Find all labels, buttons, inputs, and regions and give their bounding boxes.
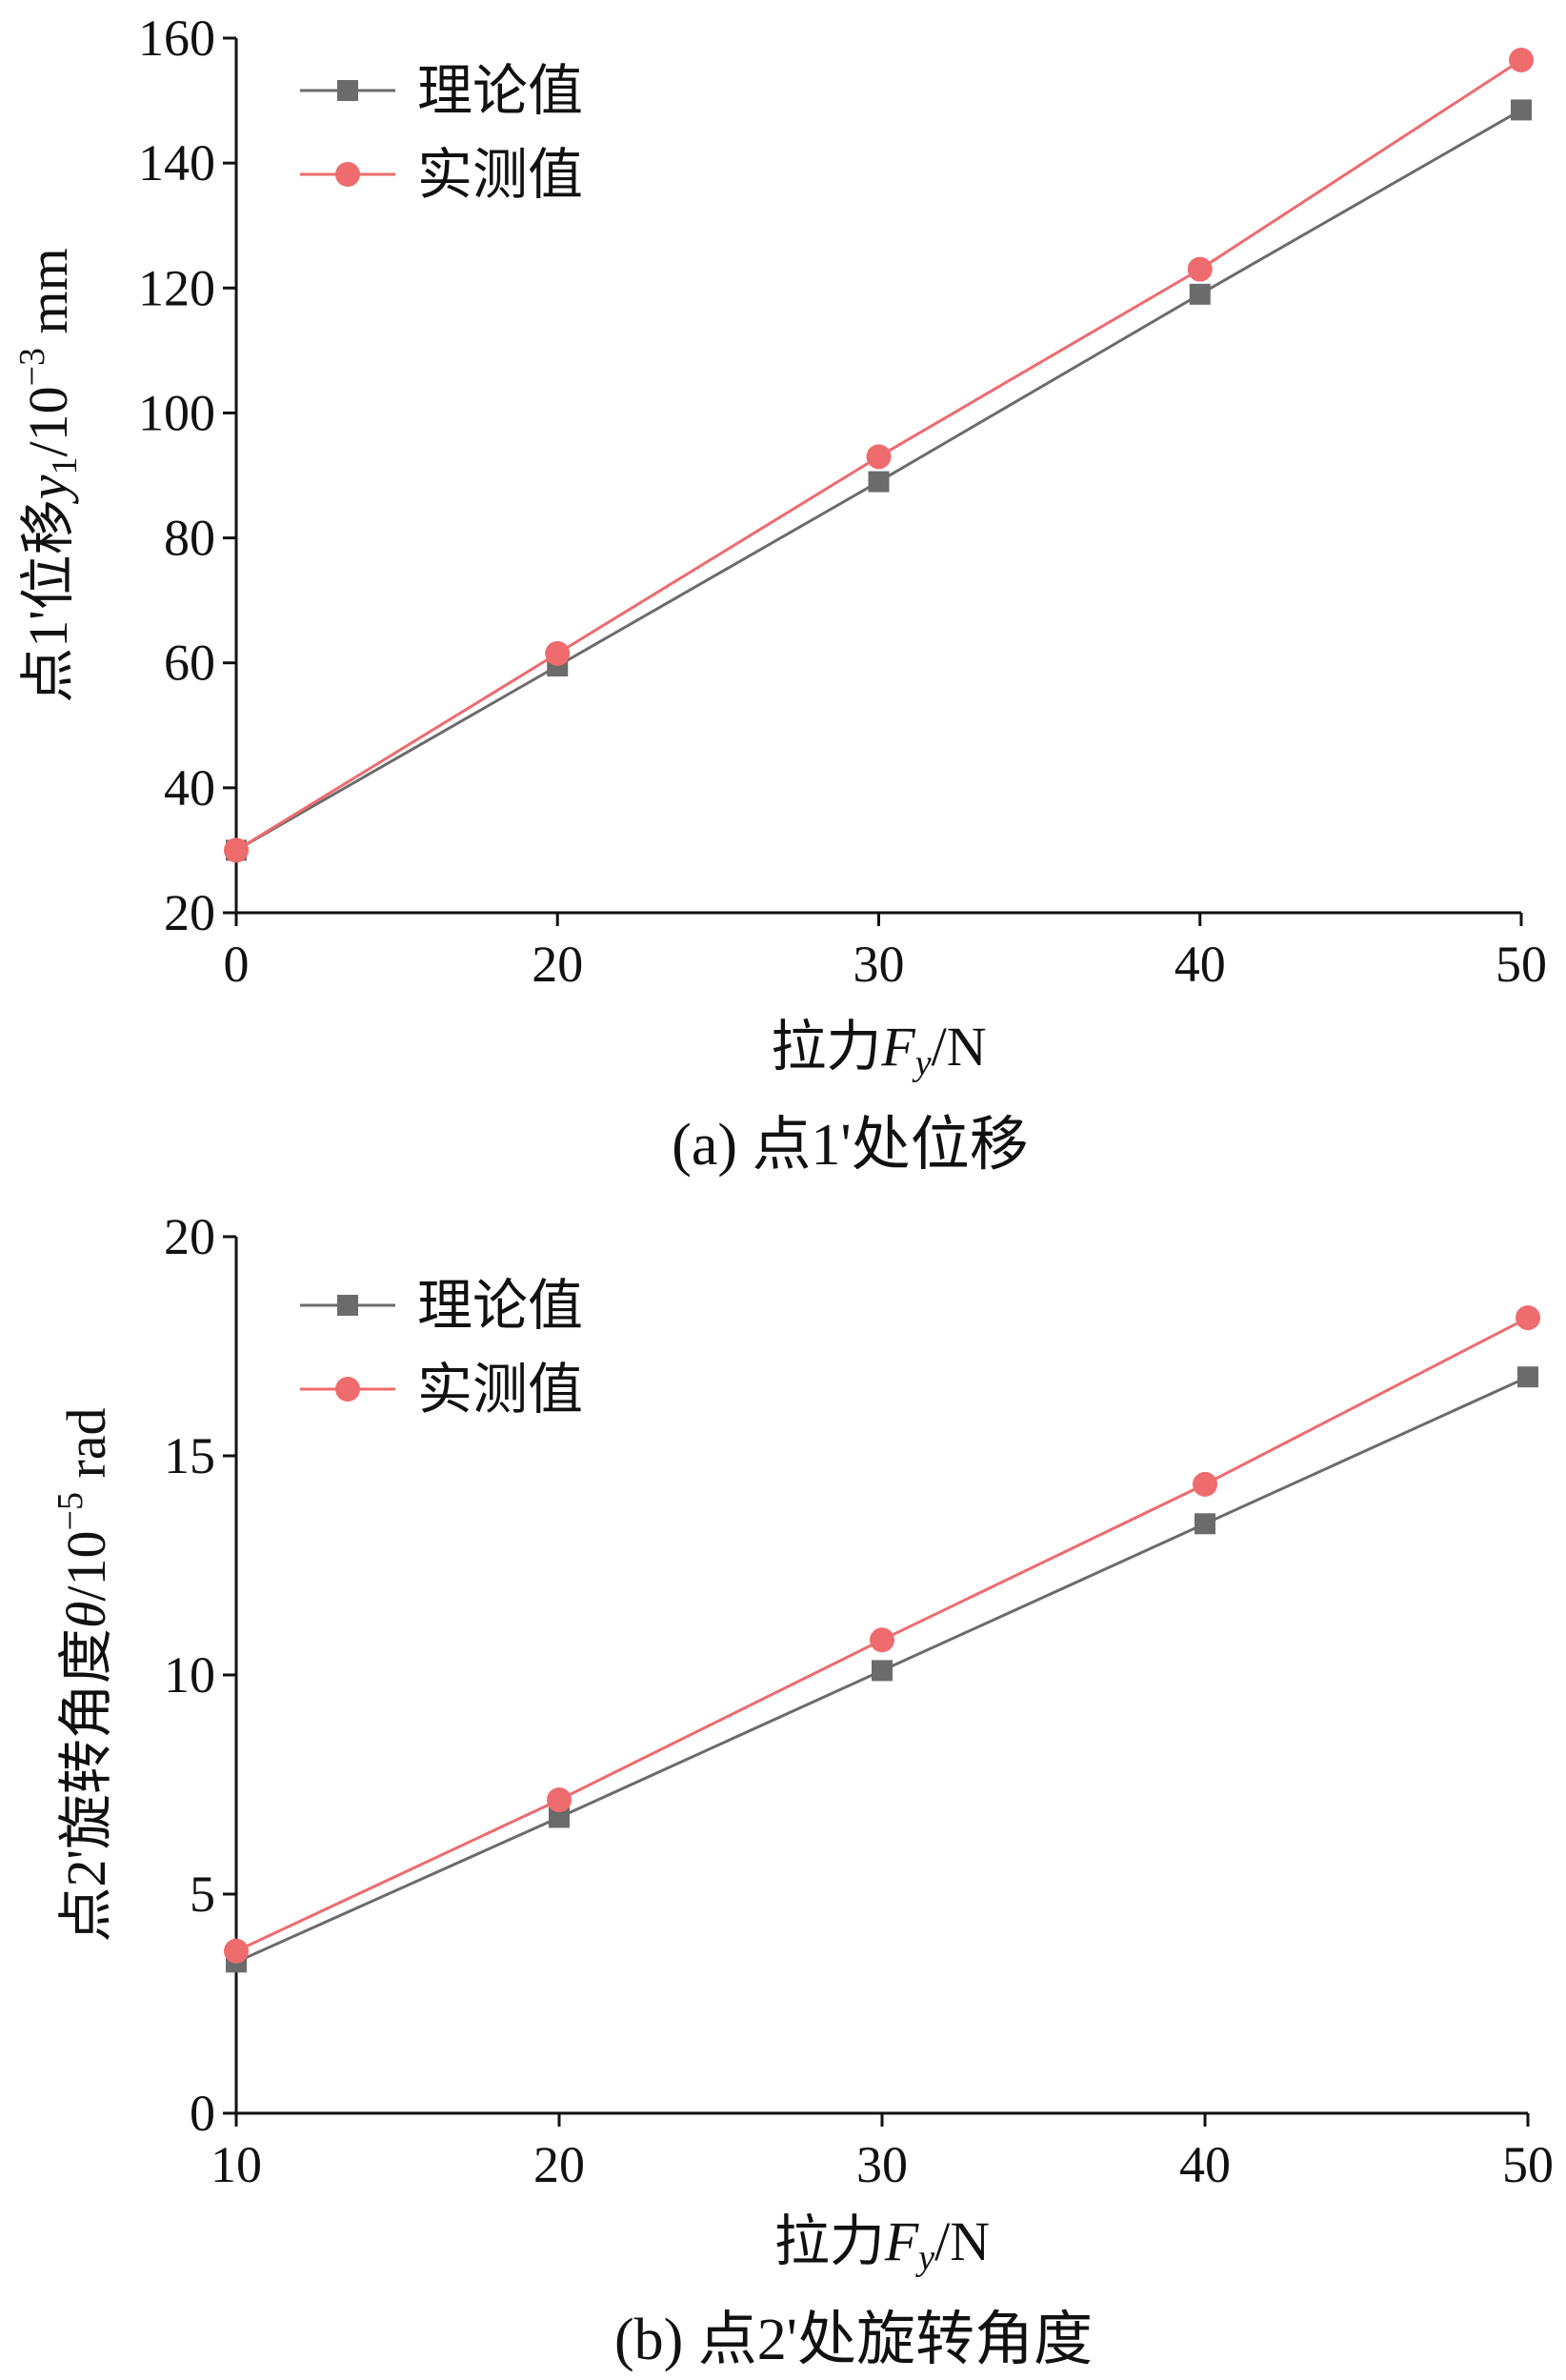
y-tick-label: 5 xyxy=(190,1866,215,1923)
y-axis-title: 点2'旋转角度θ/10−5 rad xyxy=(50,1407,117,1942)
y-tick-label: 160 xyxy=(138,10,215,67)
y-tick-label: 60 xyxy=(164,635,215,692)
legend-marker-square xyxy=(337,1295,358,1316)
x-tick-label: 20 xyxy=(533,2136,585,2193)
data-point-circle xyxy=(1509,47,1534,72)
data-point-circle xyxy=(545,640,571,666)
data-point-square xyxy=(549,1806,570,1828)
y-tick-label: 80 xyxy=(164,510,215,567)
data-point-circle xyxy=(224,1938,249,1964)
y-tick-label: 0 xyxy=(190,2085,215,2142)
y-tick-label: 100 xyxy=(138,384,215,441)
y-tick-label: 140 xyxy=(138,134,215,192)
data-point-circle xyxy=(547,1787,572,1813)
legend-label: 实测值 xyxy=(417,144,583,206)
legend-label: 实测值 xyxy=(417,1359,583,1421)
data-point-square xyxy=(1511,99,1532,121)
x-tick-label: 30 xyxy=(856,2136,908,2193)
x-tick-label: 0 xyxy=(224,936,250,993)
chart-caption: (a) 点1'处位移 xyxy=(672,1113,1028,1178)
x-axis-title: 拉力Fy/N xyxy=(774,2210,990,2278)
x-tick-label: 50 xyxy=(1496,936,1547,993)
x-tick-label: 30 xyxy=(853,936,905,993)
y-tick-label: 40 xyxy=(164,759,215,817)
data-point-circle xyxy=(1193,1471,1217,1497)
data-point-circle xyxy=(870,1627,894,1653)
data-point-circle xyxy=(1516,1305,1540,1331)
legend-label: 理论值 xyxy=(417,1275,583,1337)
x-axis-title: 拉力Fy/N xyxy=(771,1016,986,1083)
y-tick-label: 20 xyxy=(164,884,215,941)
y-tick-label: 20 xyxy=(164,1208,215,1265)
data-point-square xyxy=(872,1660,893,1682)
x-tick-label: 50 xyxy=(1502,2136,1554,2193)
data-point-square xyxy=(1517,1366,1538,1388)
x-tick-label: 40 xyxy=(1179,2136,1231,2193)
chart-caption: (b) 点2'处旋转角度 xyxy=(614,2308,1093,2372)
legend-marker-circle xyxy=(335,1377,360,1402)
data-point-circle xyxy=(224,837,249,863)
data-point-circle xyxy=(1187,256,1213,282)
y-tick-label: 120 xyxy=(138,259,215,316)
x-tick-label: 40 xyxy=(1174,936,1226,993)
data-point-circle xyxy=(866,444,892,470)
data-point-square xyxy=(1189,283,1211,305)
data-point-square xyxy=(1195,1513,1215,1535)
x-tick-label: 20 xyxy=(532,936,583,993)
y-axis-title: 点1'位移y1/10−3 mm xyxy=(12,248,85,703)
y-tick-label: 10 xyxy=(164,1646,215,1704)
legend-marker-circle xyxy=(335,162,360,187)
x-tick-label: 10 xyxy=(211,2136,262,2193)
data-point-square xyxy=(868,471,890,493)
legend-marker-square xyxy=(337,80,358,101)
y-tick-label: 15 xyxy=(164,1427,215,1484)
legend-label: 理论值 xyxy=(417,60,583,122)
